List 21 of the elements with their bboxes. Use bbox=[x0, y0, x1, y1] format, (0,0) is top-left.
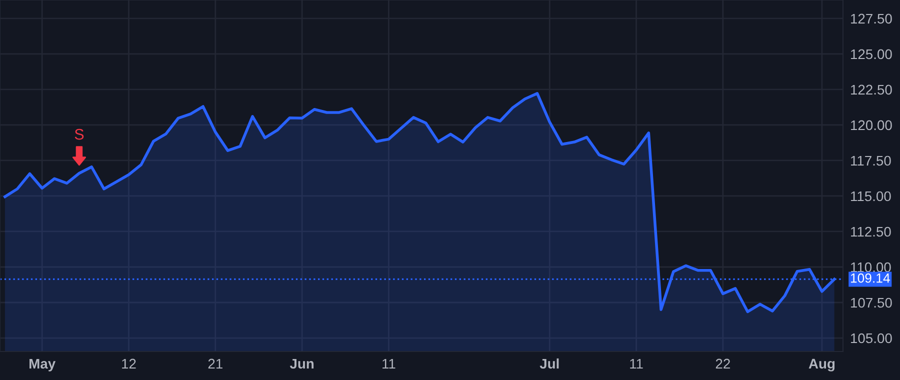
y-tick-label: 122.50 bbox=[851, 84, 892, 95]
x-tick-label: 11 bbox=[630, 358, 643, 369]
annotation: S bbox=[74, 128, 84, 140]
x-tick-label: Aug bbox=[808, 358, 835, 372]
y-tick-label: 115.00 bbox=[851, 191, 891, 202]
y-tick-label: 127.50 bbox=[851, 14, 892, 24]
y-tick-label: 107.50 bbox=[851, 298, 892, 308]
y-tick-label: 117.50 bbox=[851, 156, 891, 166]
x-tick-label: 11 bbox=[382, 358, 396, 369]
x-tick-label: Jul bbox=[540, 358, 559, 369]
y-tick-label: 112.50 bbox=[851, 226, 891, 237]
x-tick-label: Jun bbox=[290, 358, 314, 369]
y-tick-label: 120.00 bbox=[851, 120, 892, 130]
y-tick-label: 110.00 bbox=[851, 262, 891, 272]
x-tick-label: May bbox=[30, 358, 56, 372]
x-tick-label: 21 bbox=[208, 358, 222, 369]
y-tick-label: 105.00 bbox=[851, 333, 892, 344]
x-tick-label: 22 bbox=[716, 358, 730, 369]
ref-line-label: 109.14 bbox=[850, 273, 890, 283]
y-tick-label: 125.00 bbox=[851, 49, 892, 60]
x-tick-label: 12 bbox=[122, 358, 136, 369]
